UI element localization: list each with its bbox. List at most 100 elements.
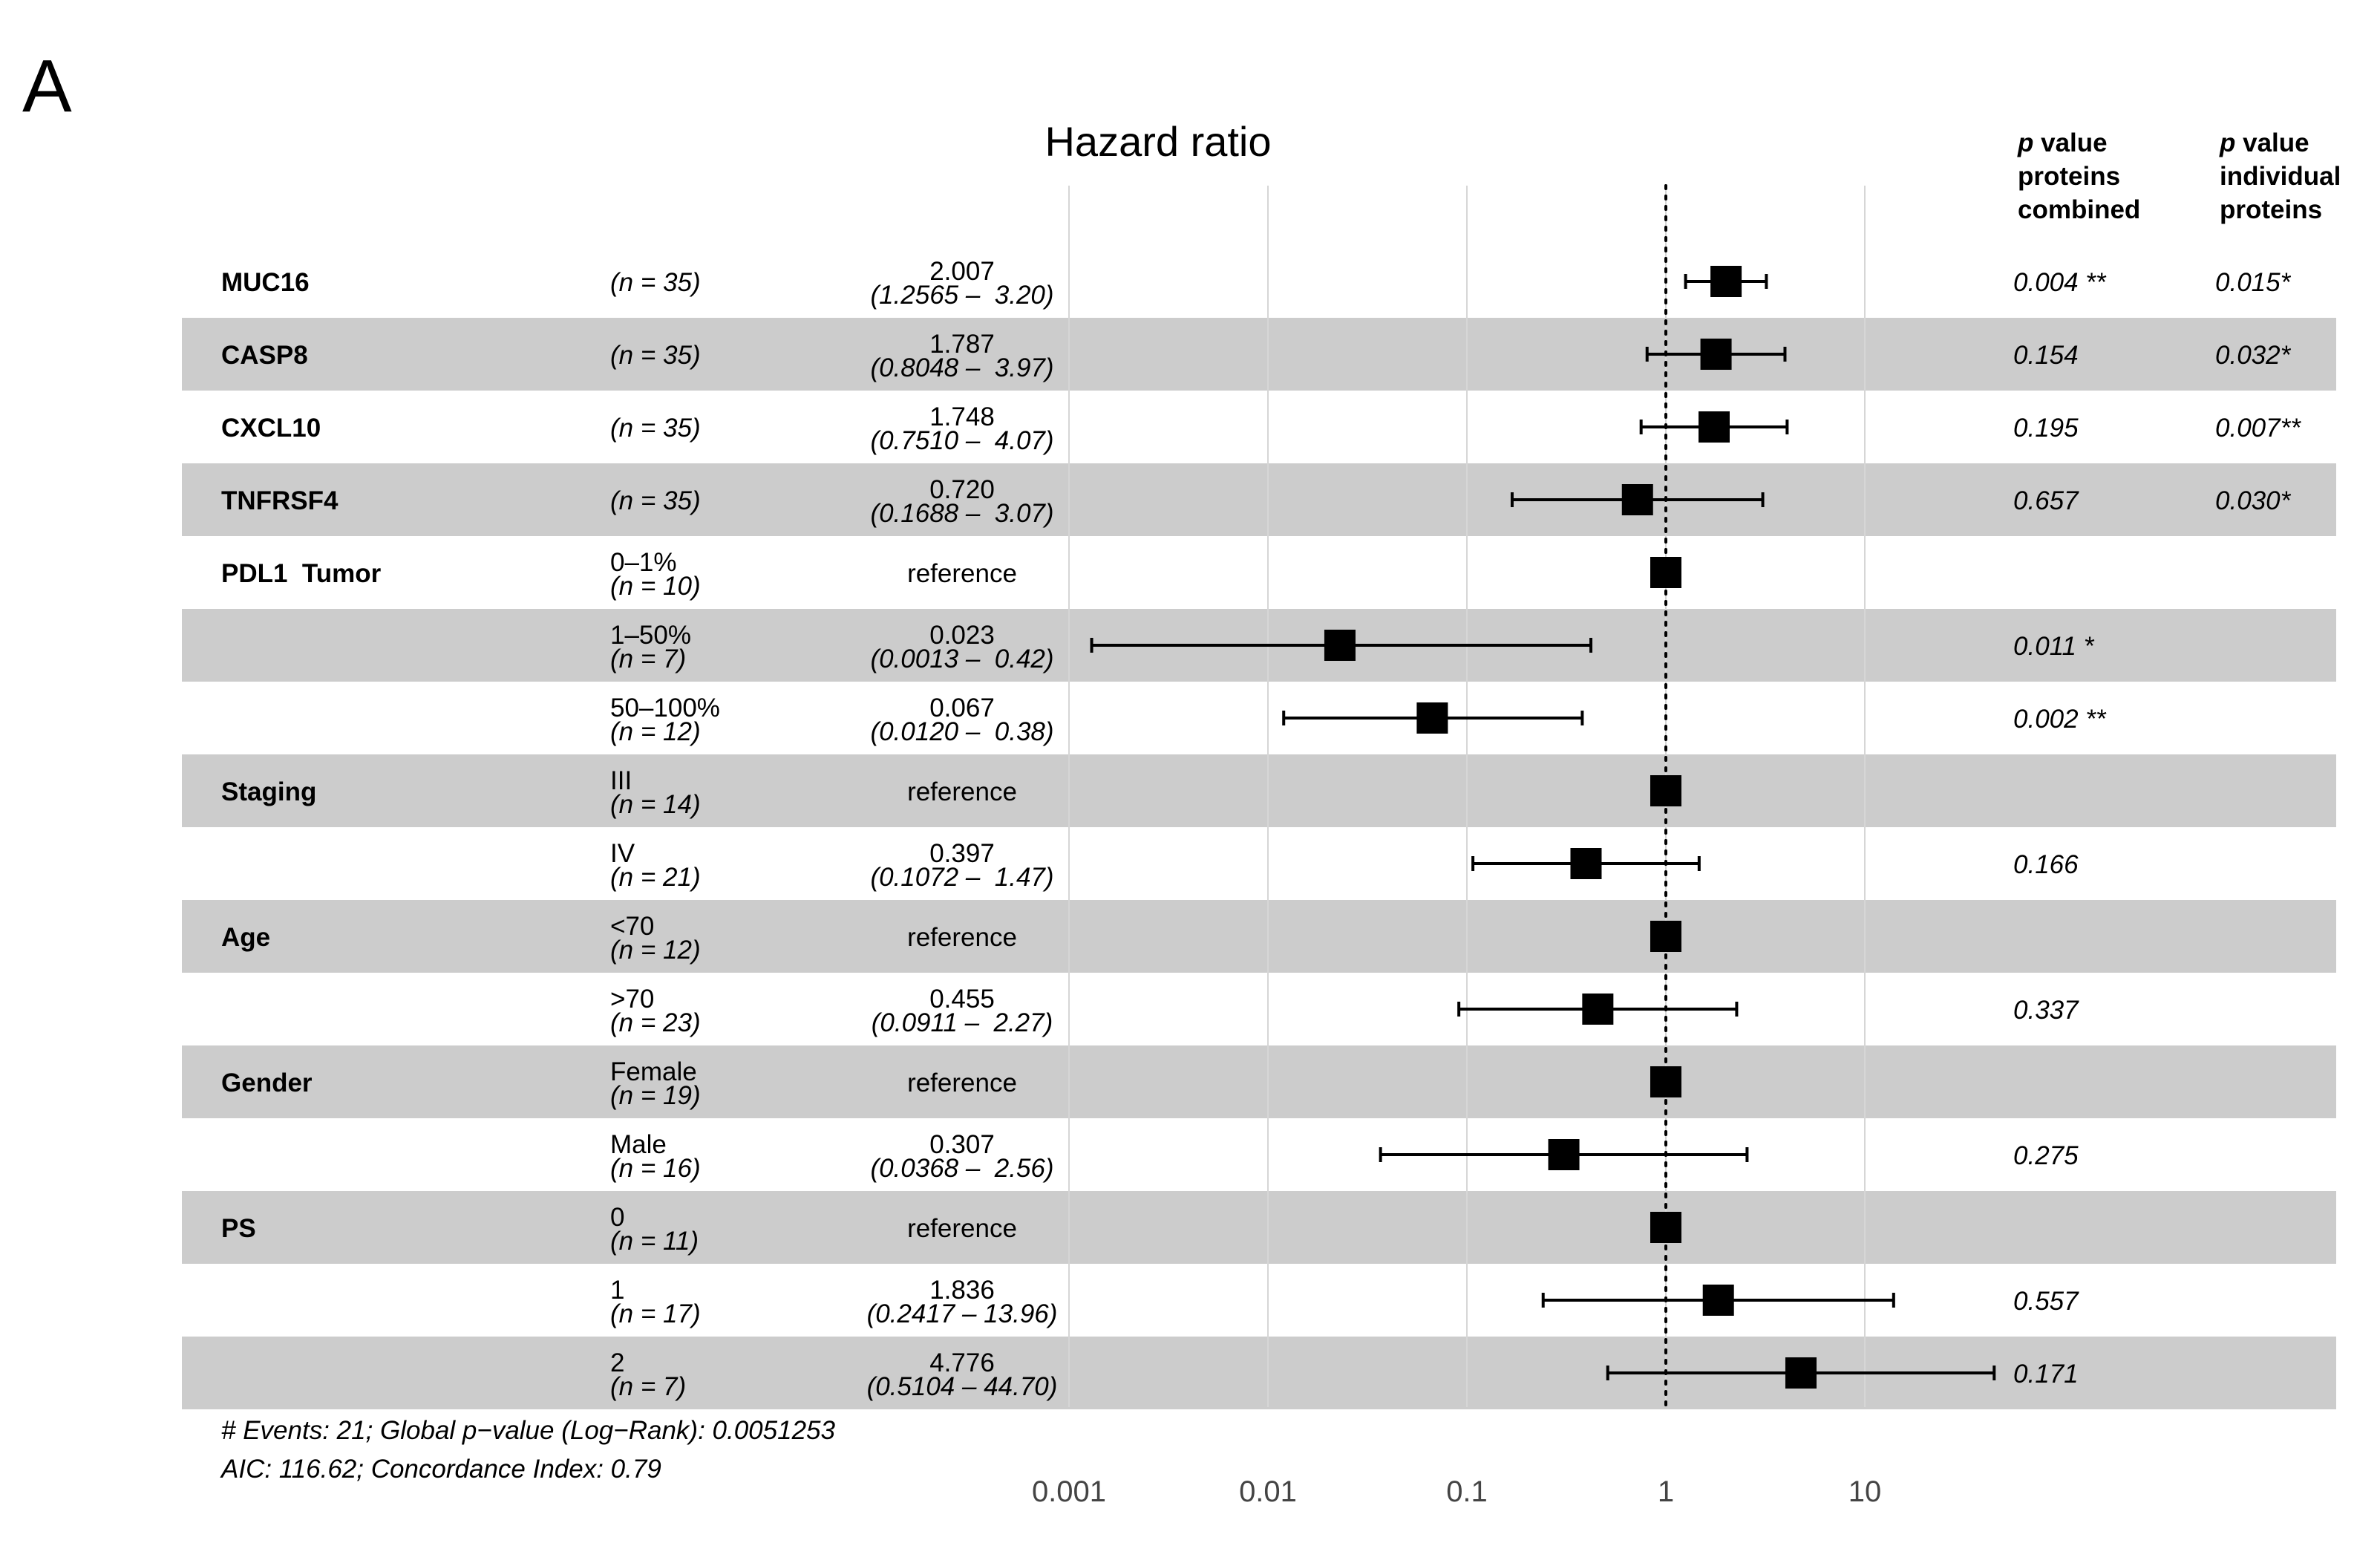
hr-marker <box>1650 921 1681 952</box>
row-level: IV <box>610 839 635 868</box>
row-ci: (0.8048 – 3.97) <box>870 353 1053 382</box>
row-variable: TNFRSF4 <box>221 486 339 515</box>
forest-row: Staging III(n = 14) reference <box>221 766 1681 819</box>
row-stripe <box>182 1191 2336 1264</box>
row-hr-value: 1.787 <box>929 330 995 359</box>
header-p-individual: p value individual proteins <box>2219 128 2341 224</box>
row-hr-value: 4.776 <box>929 1348 995 1377</box>
row-n: (n = 7) <box>610 645 686 673</box>
row-hr-reference: reference <box>907 777 1017 806</box>
row-hr-value: 0.023 <box>929 621 995 650</box>
row-variable: CASP8 <box>221 341 308 370</box>
svg-text:p value: p value <box>2017 128 2108 157</box>
forest-row: 50–100%(n = 12) 0.067(0.0120 – 0.38) 0.002… <box>610 694 2107 746</box>
p-value-combined: 0.171 <box>2013 1360 2079 1389</box>
hr-marker <box>1416 702 1448 734</box>
x-tick-label: 1 <box>1658 1475 1674 1508</box>
row-variable: Staging <box>221 777 316 806</box>
forest-row: IV(n = 21) 0.397(0.1072 – 1.47) 0.166 <box>610 839 2079 892</box>
row-stripe <box>182 1045 2336 1118</box>
row-level: III <box>610 766 632 795</box>
row-n: (n = 7) <box>610 1372 686 1401</box>
row-ci: (0.7510 – 4.07) <box>870 426 1053 455</box>
row-level: 50–100% <box>610 694 720 722</box>
gridlines <box>1068 186 1866 1407</box>
row-ci: (0.0120 – 0.38) <box>870 717 1053 746</box>
row-n: (n = 35) <box>610 414 701 443</box>
hr-marker <box>1548 1139 1580 1170</box>
row-hr-value: 1.748 <box>929 402 995 431</box>
svg-text:p value: p value <box>2219 128 2309 157</box>
forest-row: Male(n = 16) 0.307(0.0368 – 2.56) 0.275 <box>610 1130 2079 1183</box>
row-hr-value: 0.067 <box>929 694 995 722</box>
hr-marker <box>1699 411 1730 443</box>
forest-row: TNFRSF4 (n = 35) 0.720(0.1688 – 3.07) 0.657… <box>221 475 2292 528</box>
row-stripe <box>182 754 2336 827</box>
row-n: (n = 14) <box>610 790 701 819</box>
row-level: Female <box>610 1057 697 1086</box>
hr-marker <box>1650 1212 1681 1243</box>
row-ci: (0.1072 – 1.47) <box>870 863 1053 892</box>
hr-marker <box>1650 557 1681 588</box>
header-p-combined-line1: value <box>2041 128 2108 157</box>
row-stripe <box>182 463 2336 536</box>
hr-marker <box>1702 1285 1734 1316</box>
row-n: (n = 23) <box>610 1008 701 1037</box>
x-tick-label: 10 <box>1848 1475 1882 1508</box>
row-variable: PS <box>221 1214 256 1243</box>
row-variable: Gender <box>221 1069 313 1097</box>
panel-label: A <box>22 45 72 128</box>
row-level: 2 <box>610 1348 624 1377</box>
p-value-individual: 0.030* <box>2215 486 2292 515</box>
header-p-combined-line3: combined <box>2018 195 2140 224</box>
p-value-combined: 0.337 <box>2013 996 2079 1025</box>
row-variable: PDL1 Tumor <box>221 559 382 588</box>
row-variable: MUC16 <box>221 268 310 297</box>
p-value-combined: 0.002 ** <box>2013 705 2107 734</box>
row-n: (n = 19) <box>610 1081 701 1110</box>
p-letter: p <box>2017 128 2033 157</box>
row-hr-reference: reference <box>907 923 1017 952</box>
hr-marker <box>1700 339 1732 370</box>
hr-marker <box>1570 848 1602 879</box>
hr-marker <box>1785 1357 1817 1389</box>
row-variable: CXCL10 <box>221 414 321 443</box>
x-tick-label: 0.001 <box>1032 1475 1106 1508</box>
row-level: 0 <box>610 1203 624 1232</box>
forest-row: 1(n = 17) 1.836(0.2417 – 13.96) 0.557 <box>610 1276 2079 1328</box>
row-ci: (0.0911 – 2.27) <box>872 1008 1053 1037</box>
p-value-combined: 0.011 * <box>2013 632 2095 661</box>
forest-row: >70(n = 23) 0.455(0.0911 – 2.27) 0.337 <box>610 985 2079 1037</box>
p-value-combined: 0.275 <box>2013 1141 2079 1170</box>
forest-row: Gender Female(n = 19) reference <box>221 1057 1681 1110</box>
forest-row: 1–50%(n = 7) 0.023(0.0013 – 0.42) 0.011 * <box>610 621 2095 673</box>
row-ci: (0.2417 – 13.96) <box>867 1299 1058 1328</box>
row-ci: (0.0013 – 0.42) <box>870 645 1053 673</box>
forest-row: PS 0(n = 11) reference <box>221 1203 1681 1256</box>
row-ci: (0.1688 – 3.07) <box>870 499 1053 528</box>
x-tick-label: 0.1 <box>1446 1475 1488 1508</box>
footnote-aic: AIC: 116.62; Concordance Index: 0.79 <box>220 1455 661 1484</box>
forest-row: CASP8 (n = 35) 1.787(0.8048 – 3.97) 0.154 0.… <box>221 330 2292 382</box>
p-value-individual: 0.007** <box>2215 414 2301 443</box>
p-value-combined: 0.557 <box>2013 1287 2079 1316</box>
row-ci: (0.0368 – 2.56) <box>870 1154 1053 1183</box>
header-p-combined: p value proteins combined <box>2017 128 2140 224</box>
row-hr-reference: reference <box>907 1069 1017 1097</box>
row-level: Male <box>610 1130 667 1159</box>
hr-marker <box>1621 484 1653 515</box>
forest-row: Age <70(n = 12) reference <box>221 912 1681 965</box>
p-value-combined: 0.195 <box>2013 414 2079 443</box>
chart-title: Hazard ratio <box>1044 118 1271 165</box>
p-value-combined: 0.154 <box>2013 341 2079 370</box>
p-value-combined: 0.004 ** <box>2013 268 2107 297</box>
row-stripe <box>182 900 2336 973</box>
row-n: (n = 21) <box>610 863 701 892</box>
hr-marker <box>1650 775 1681 806</box>
row-n: (n = 16) <box>610 1154 701 1183</box>
forest-rows: MUC16 (n = 35) 2.007(1.2565 – 3.20) 0.004 *… <box>221 257 2301 1401</box>
forest-row: CXCL10 (n = 35) 1.748(0.7510 – 4.07) 0.195 0… <box>221 402 2301 455</box>
x-tick-label: 0.01 <box>1239 1475 1297 1508</box>
x-axis: 0.001 0.01 0.1 1 10 <box>1032 1475 1881 1508</box>
